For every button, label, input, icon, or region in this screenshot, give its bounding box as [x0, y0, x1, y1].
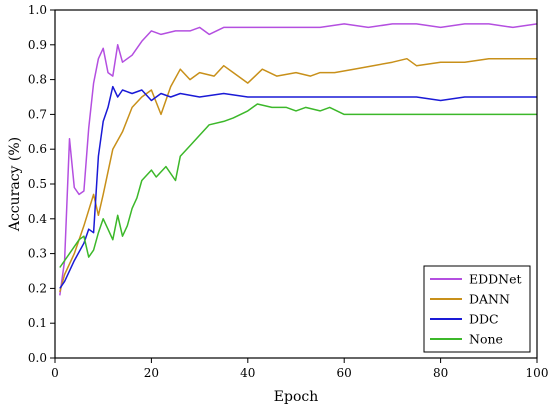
y-tick-label: 0.3	[28, 247, 47, 261]
y-axis-title: Accuracy (%)	[7, 137, 23, 232]
y-tick-label: 0.0	[28, 351, 47, 365]
x-tick-label: 100	[526, 366, 549, 380]
y-tick-label: 0.8	[28, 73, 47, 87]
legend-label: DDC	[469, 312, 499, 327]
series-line-ddc	[59, 85, 537, 289]
x-tick-label: 20	[144, 366, 159, 380]
x-tick-label: 0	[51, 366, 59, 380]
legend: EDDNet DANN DDC None	[423, 265, 531, 353]
series-layer	[59, 23, 538, 296]
y-tick-label: 0.6	[28, 142, 47, 156]
y-tick-label: 0.1	[28, 316, 47, 330]
series-line-dann	[59, 57, 537, 293]
legend-box	[423, 265, 531, 353]
series-line-eddnet	[59, 23, 538, 296]
x-tick-label: 80	[433, 366, 448, 380]
legend-label: EDDNet	[469, 272, 522, 287]
y-tick-label: 0.4	[28, 212, 47, 226]
y-tick-label: 0.7	[28, 107, 47, 121]
legend-label: None	[469, 332, 503, 347]
axes-layer: 0 20 40 60 80 100 0.0 0.1 0.2 0.3 0.4 0.5 0.6 0.7 0.8 0…	[28, 3, 549, 380]
y-tick-label: 0.2	[28, 281, 47, 295]
legend-label: DANN	[469, 292, 510, 307]
x-tick-label: 40	[240, 366, 255, 380]
series-line-none	[59, 103, 537, 268]
y-tick-label: 0.9	[28, 38, 47, 52]
x-tick-label: 60	[337, 366, 352, 380]
y-tick-label: 1.0	[28, 3, 47, 17]
x-axis-title: Epoch	[274, 389, 318, 405]
y-tick-label: 0.5	[28, 177, 47, 191]
